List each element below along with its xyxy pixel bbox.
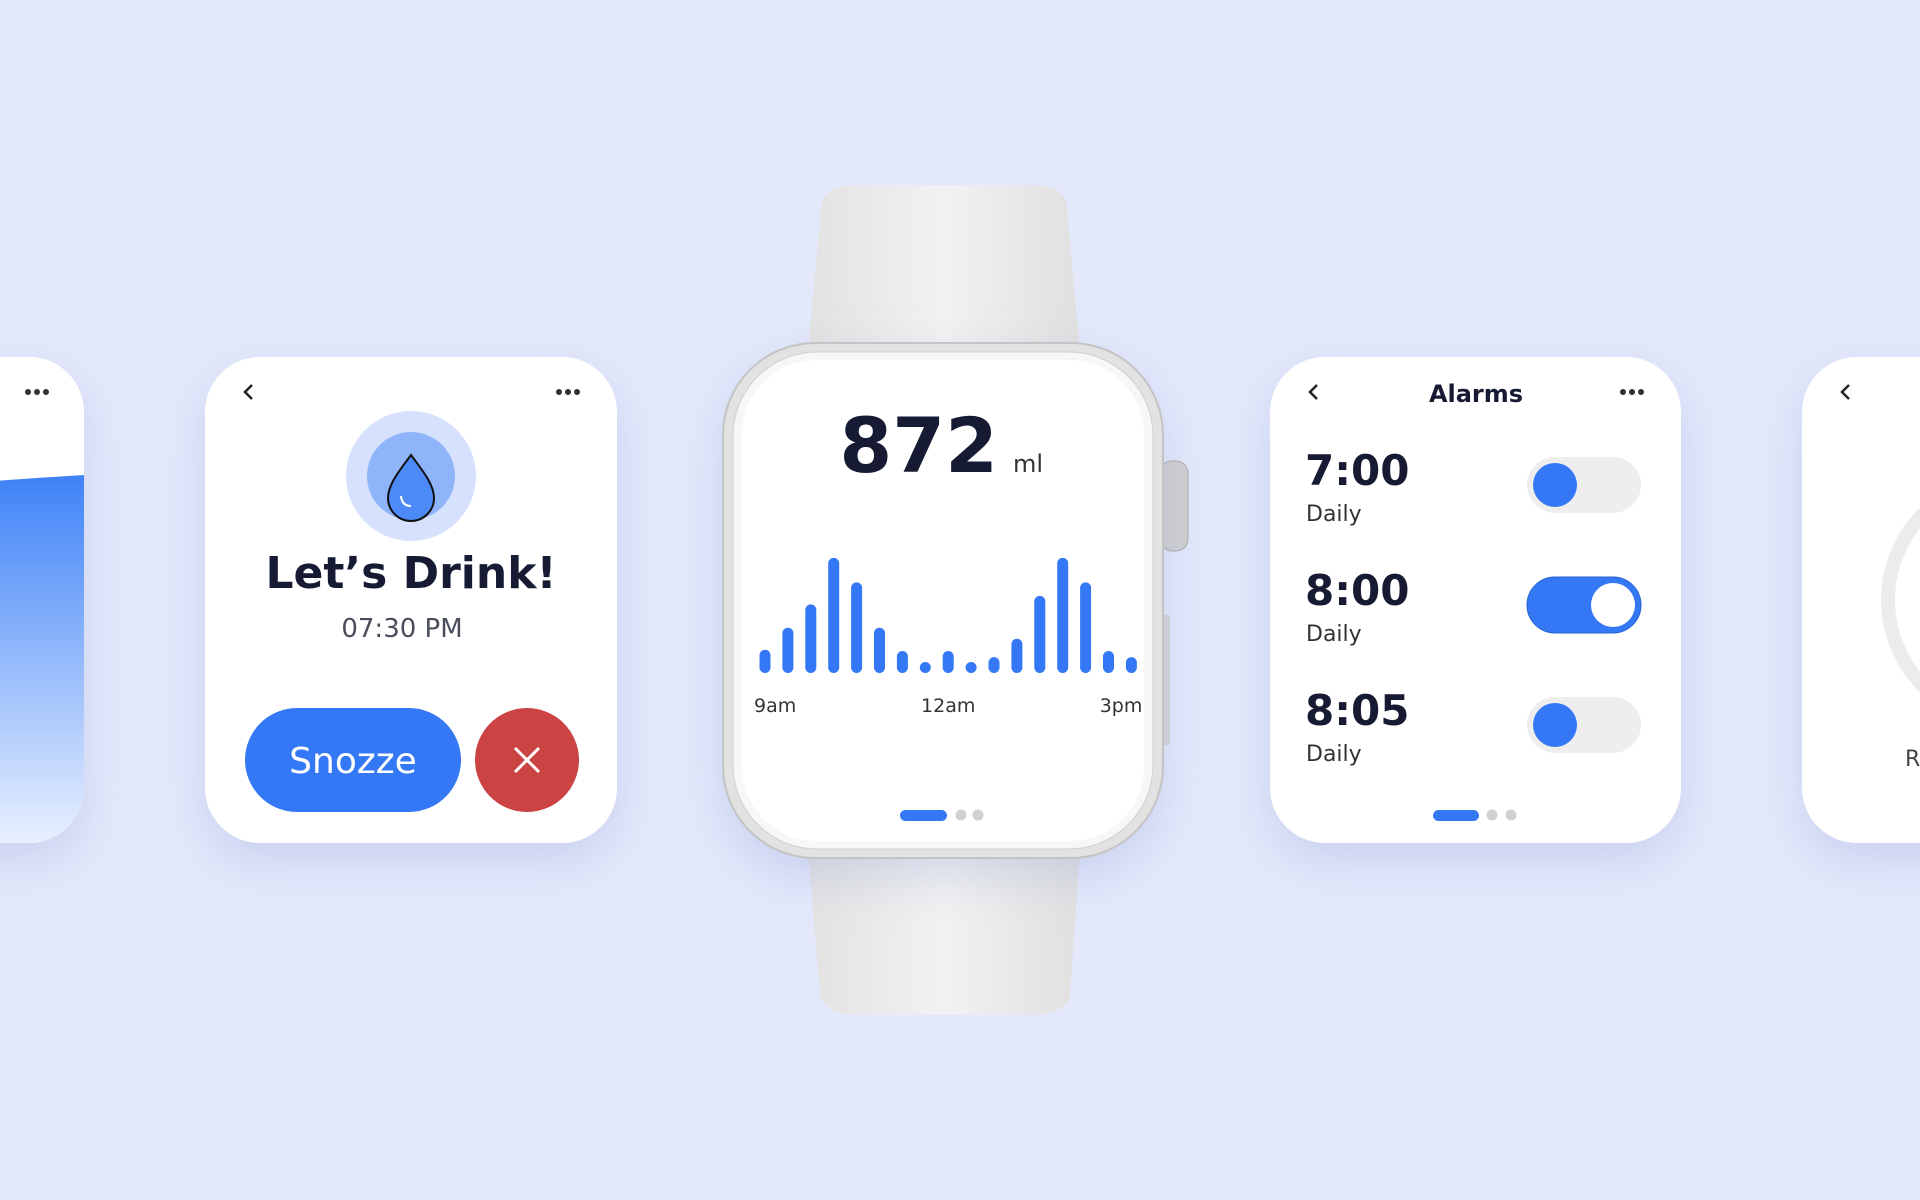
more-button[interactable] bbox=[1620, 389, 1644, 395]
alarm-time: 8:00 bbox=[1305, 566, 1409, 615]
more-button[interactable] bbox=[556, 389, 580, 395]
bar bbox=[805, 604, 817, 673]
alarm-repeat: Daily bbox=[1306, 622, 1362, 647]
snooze-label: Snozze bbox=[289, 741, 417, 782]
bar bbox=[1034, 595, 1046, 673]
alarm-time: 7:00 bbox=[1305, 446, 1409, 495]
alarms-card: Alarms 7:00 Daily 8:00 Daily 8:05 Daily bbox=[1270, 357, 1681, 843]
alarm-time: 8:05 bbox=[1305, 686, 1409, 735]
bar bbox=[1125, 657, 1137, 673]
partial-card-right: R bbox=[1802, 357, 1920, 843]
x-tick-label: 3pm bbox=[1100, 695, 1143, 717]
bar bbox=[896, 650, 908, 673]
drop-icon bbox=[386, 453, 436, 522]
bar bbox=[874, 627, 885, 673]
partial-card-left bbox=[0, 357, 84, 843]
x-tick-label: 9am bbox=[754, 695, 796, 717]
bar bbox=[828, 557, 840, 673]
toggle-knob bbox=[1533, 463, 1577, 507]
back-button[interactable] bbox=[1308, 384, 1318, 400]
snooze-button[interactable] bbox=[245, 708, 461, 812]
bar bbox=[1103, 650, 1114, 673]
page-indicator bbox=[1433, 809, 1517, 821]
back-button[interactable] bbox=[243, 384, 253, 400]
partial-label: R bbox=[1905, 747, 1920, 772]
total-unit: ml bbox=[1013, 450, 1043, 478]
bar bbox=[782, 627, 794, 673]
bar bbox=[1080, 582, 1092, 673]
alert-card: Let’s Drink! 07:30 PM Snozze bbox=[205, 357, 617, 843]
bar bbox=[942, 650, 954, 673]
bar bbox=[1057, 557, 1069, 673]
alarm-repeat: Daily bbox=[1306, 742, 1362, 767]
toggle-knob bbox=[1533, 703, 1577, 747]
toggle-knob bbox=[1591, 583, 1635, 627]
bar bbox=[919, 661, 931, 673]
alarm-repeat: Daily bbox=[1306, 502, 1362, 527]
bar bbox=[1011, 638, 1023, 673]
bar bbox=[965, 661, 977, 673]
water-chart: 872 ml 9am 12am 3pm bbox=[754, 401, 1142, 717]
x-tick-label: 12am bbox=[921, 695, 975, 717]
total-value: 872 bbox=[839, 401, 998, 490]
watch: 872 ml 9am 12am 3pm bbox=[722, 185, 1189, 1015]
bar bbox=[988, 657, 1000, 673]
alarms-title: Alarms bbox=[1429, 380, 1523, 408]
page-indicator bbox=[900, 809, 984, 821]
bar bbox=[851, 582, 863, 673]
alert-title: Let’s Drink! bbox=[265, 548, 556, 599]
alert-time: 07:30 PM bbox=[341, 614, 462, 644]
bar bbox=[759, 649, 771, 673]
